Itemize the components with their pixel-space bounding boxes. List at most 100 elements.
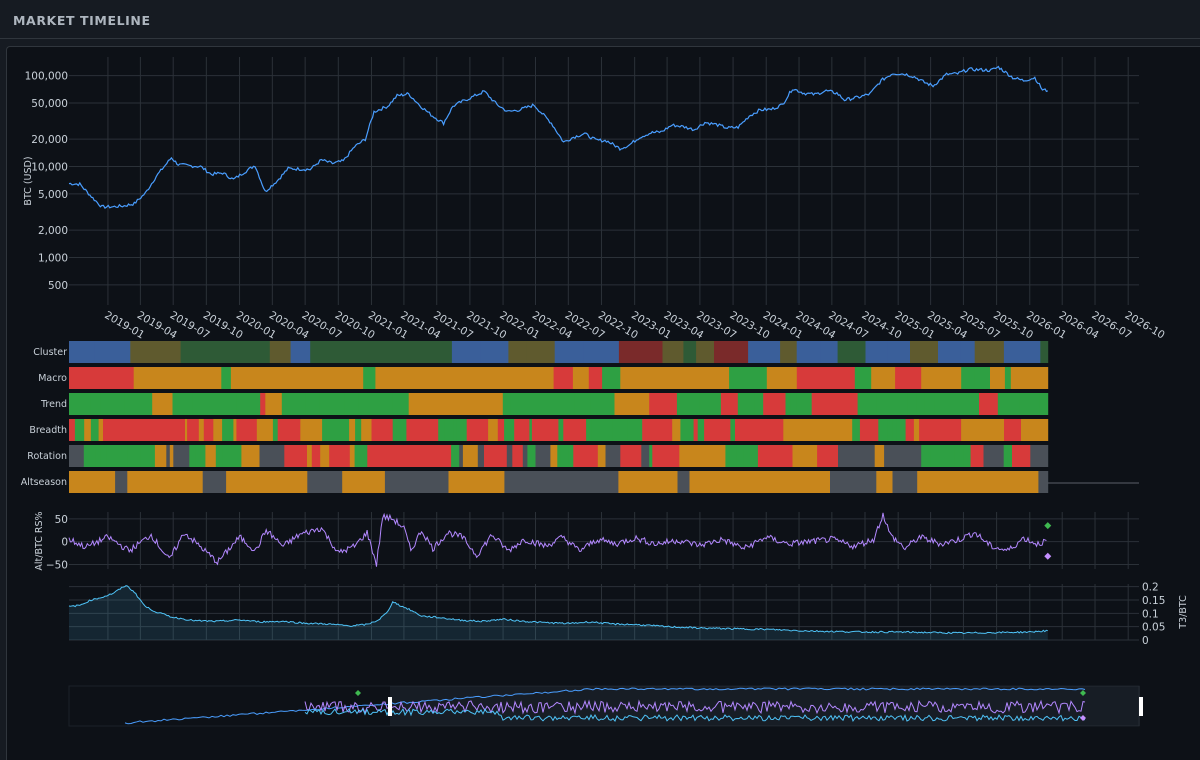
regime-segment	[871, 445, 876, 467]
regime-segment	[688, 419, 695, 441]
regime-segment	[639, 367, 658, 389]
regime-segment	[207, 367, 222, 389]
regime-segment	[653, 419, 659, 441]
regime-segment	[229, 419, 234, 441]
regime-segment	[432, 471, 449, 493]
regime-segment	[642, 419, 651, 441]
regime-segment	[952, 419, 956, 441]
regime-segment	[1021, 419, 1029, 441]
regime-segment	[712, 367, 730, 389]
regime-segment	[981, 367, 991, 389]
regime-segment	[189, 445, 196, 467]
regime-segment	[1038, 471, 1044, 493]
regime-row-label: Cluster	[33, 347, 67, 358]
regime-segment	[69, 393, 91, 415]
range-slider-btc-line	[124, 687, 1086, 725]
regime-segment	[90, 419, 99, 441]
range-slider[interactable]	[68, 685, 1143, 727]
regime-segment	[960, 341, 976, 363]
regime-segment	[349, 419, 356, 441]
y-tick-label: −50	[46, 559, 68, 571]
regime-segment	[573, 445, 581, 467]
regime-segment	[439, 393, 447, 415]
regime-segment	[344, 393, 360, 415]
regime-segment	[620, 367, 627, 389]
regime-segment	[69, 341, 79, 363]
regime-segment	[919, 419, 924, 441]
regime-segment	[448, 471, 463, 493]
regime-segment	[699, 367, 705, 389]
t3-btc-subplot: 00.05 0.10.150.2 T3/BTC	[68, 582, 1189, 647]
regime-segment	[547, 471, 556, 493]
regime-segment	[654, 341, 663, 363]
regime-segment	[652, 445, 661, 467]
regime-segment	[183, 471, 204, 493]
regime-segment	[836, 471, 848, 493]
regime-segment	[817, 445, 827, 467]
regime-segment	[202, 471, 220, 493]
regime-segment	[649, 393, 671, 415]
regime-segment	[905, 419, 915, 441]
y-tick-label: 0.2	[1142, 582, 1159, 594]
regime-segment	[620, 445, 634, 467]
regime-segment	[290, 445, 295, 467]
regime-segment	[723, 419, 728, 441]
regime-segment	[490, 367, 507, 389]
regime-segment	[558, 393, 576, 415]
regime-segment	[636, 419, 643, 441]
regime-segment	[514, 419, 520, 441]
regime-segment	[108, 419, 117, 441]
regime-segment	[1023, 445, 1031, 467]
regime-segment	[431, 445, 439, 467]
regime-segment	[106, 445, 121, 467]
regime-segment	[215, 341, 238, 363]
regime-segment	[637, 471, 644, 493]
regime-segment	[406, 445, 420, 467]
y-tick-label: 100,000	[25, 71, 68, 83]
regime-segment	[140, 445, 156, 467]
range-slider-right-handle[interactable]	[1139, 697, 1143, 716]
regime-segment	[319, 419, 323, 441]
regime-segment	[100, 393, 111, 415]
range-slider-t3-line	[304, 708, 1086, 722]
regime-segment	[524, 419, 530, 441]
regime-segment	[135, 471, 147, 493]
regime-segment	[120, 445, 128, 467]
regime-segment	[696, 341, 715, 363]
regime-segment	[959, 471, 967, 493]
regime-segment	[296, 367, 305, 389]
y-tick-label: 10,000	[31, 162, 68, 174]
regime-segment	[307, 471, 314, 493]
regime-segment	[826, 367, 835, 389]
regime-segment	[1013, 419, 1018, 441]
regime-segment	[1007, 445, 1013, 467]
regime-segment	[169, 445, 174, 467]
regime-segment	[293, 445, 308, 467]
regime-segment	[127, 471, 136, 493]
regime-segment	[412, 367, 432, 389]
regime-segment	[807, 419, 815, 441]
regime-segment	[670, 393, 678, 415]
regime-segment	[765, 471, 780, 493]
regime-segment	[425, 419, 436, 441]
regime-segment	[495, 419, 499, 441]
regime-segment	[222, 419, 230, 441]
regime-segment	[508, 341, 527, 363]
regime-segment	[933, 367, 942, 389]
regime-segment	[127, 445, 142, 467]
regime-segment	[586, 419, 592, 441]
regime-segment	[484, 367, 491, 389]
regime-segment	[1028, 367, 1048, 389]
range-slider-left-handle[interactable]	[388, 697, 392, 716]
regime-segment	[322, 419, 328, 441]
regime-segment	[941, 367, 949, 389]
regime-segment	[98, 419, 104, 441]
regime-segment	[451, 341, 481, 363]
regime-segment	[392, 393, 410, 415]
regime-segment	[230, 367, 250, 389]
regime-segment	[787, 471, 804, 493]
regime-segment	[121, 419, 131, 441]
regime-segment	[714, 341, 737, 363]
regime-segment	[838, 445, 849, 467]
